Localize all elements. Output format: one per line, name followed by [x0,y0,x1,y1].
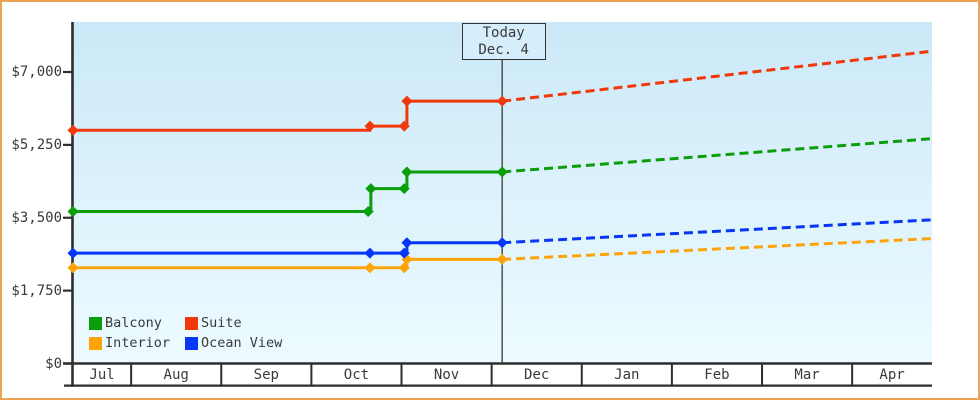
legend-label-interior: Interior [105,335,171,351]
ocean-view-swatch-icon [185,336,198,350]
suite-swatch-icon [185,316,198,330]
month-label-nov: Nov [433,367,460,383]
y-axis-label: $3,500 [11,209,62,226]
y-axis-label: $5,250 [11,136,62,153]
today-date: Dec. 4 [478,41,529,58]
y-axis-label: $7,000 [11,64,62,80]
balcony-swatch-icon [89,316,102,330]
today-label: Today [482,24,525,41]
legend-label-ocean-view: Ocean View [201,335,283,351]
series-forecast-balcony [502,137,933,174]
month-label-dec: Dec [524,367,550,383]
interior-swatch-icon [89,336,102,350]
chart-legend: Balcony Suite Interior Ocean View [89,313,282,353]
series-forecast-suite [502,49,933,103]
month-label-apr: Apr [879,367,905,383]
legend-label-balcony: Balcony [105,315,162,331]
legend-item-ocean-view: Ocean View [185,333,282,353]
month-label-mar: Mar [794,367,820,383]
month-label-feb: Feb [704,367,730,383]
month-label-oct: Oct [343,367,370,383]
today-annotation-box: Today Dec. 4 [461,23,546,60]
legend-item-interior: Interior [89,333,185,353]
legend-item-balcony: Balcony [89,313,185,333]
legend-label-suite: Suite [201,315,242,331]
month-label-sep: Sep [253,367,279,383]
legend-item-suite: Suite [185,313,282,333]
month-label-jan: Jan [614,367,640,383]
y-axis-label: $0 [45,355,62,372]
y-axis-label: $1,750 [11,282,62,299]
month-label-aug: Aug [163,367,189,383]
month-label-jul: Jul [89,367,115,383]
series-forecast-ocean-view [502,218,933,245]
series-forecast-interior [502,237,933,261]
